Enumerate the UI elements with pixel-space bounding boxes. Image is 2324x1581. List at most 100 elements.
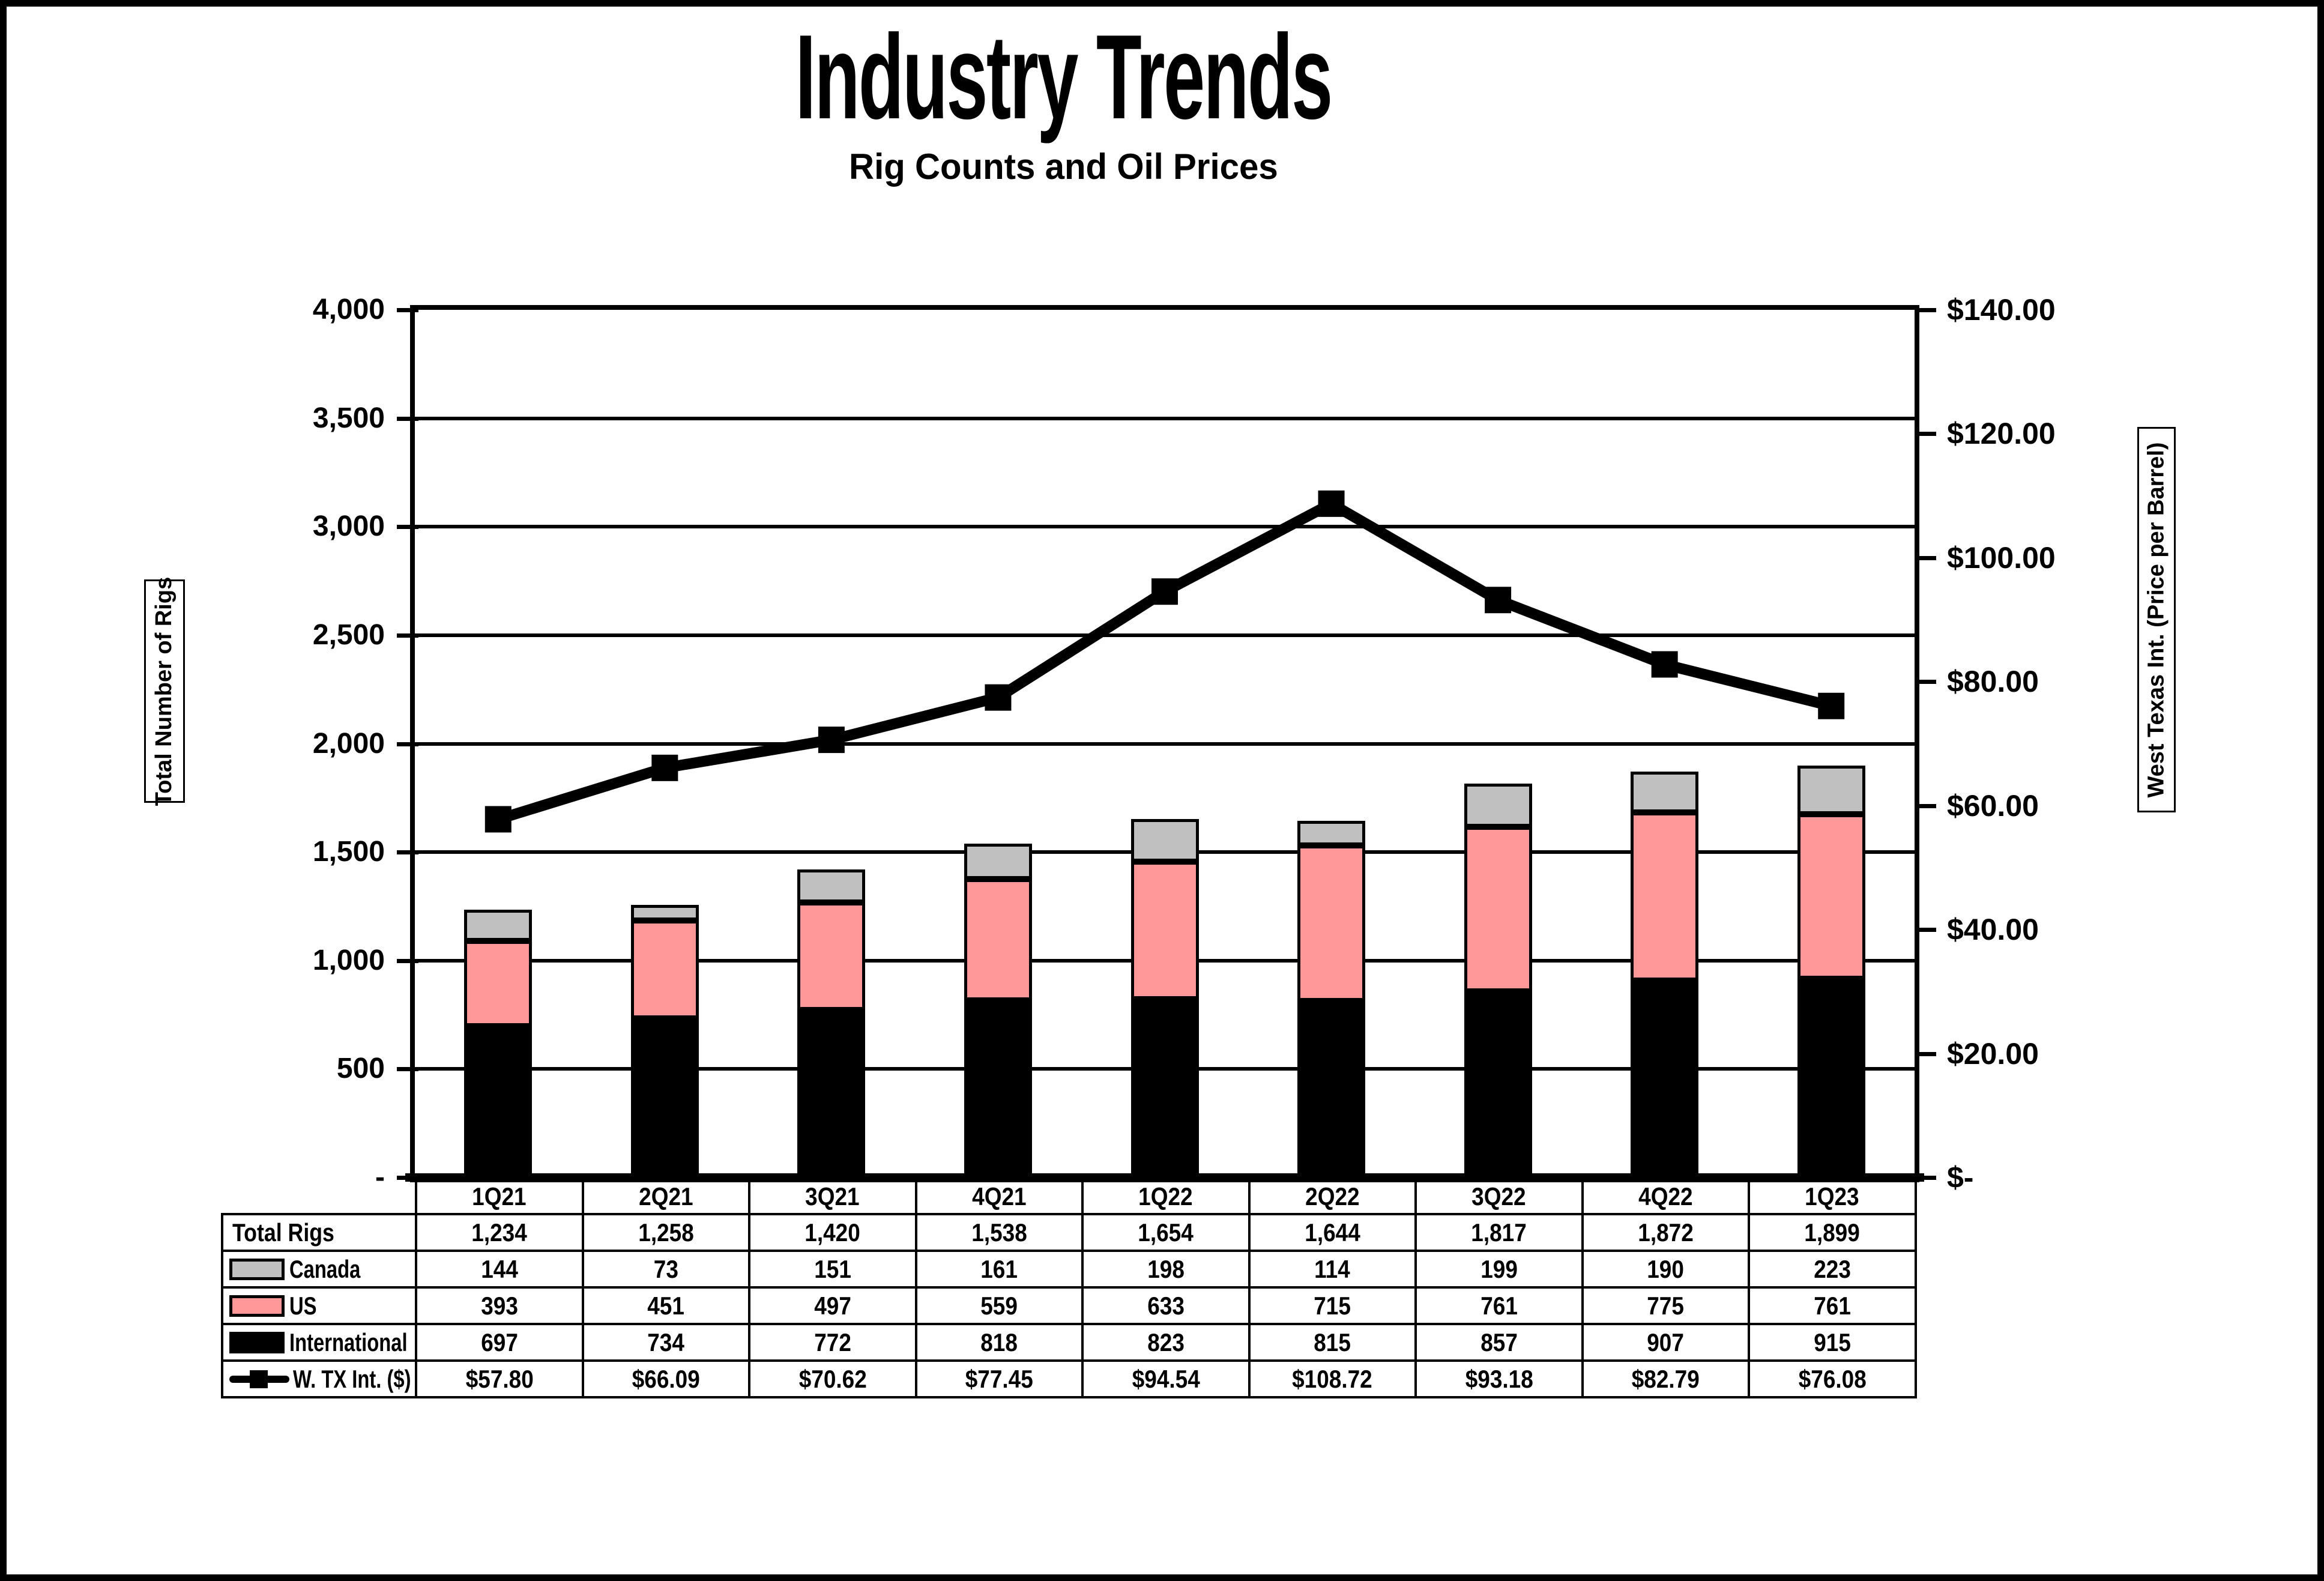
wti-line-series (484, 490, 1845, 833)
bar-international-2Q21 (630, 1018, 699, 1177)
row-label: US (289, 1291, 317, 1320)
table-value-cell: 761 (1414, 1286, 1584, 1325)
table-value: 1,420 (804, 1218, 860, 1247)
right-axis-title-box: West Texas Int. (Price per Barrel) (2137, 427, 2176, 812)
quarter-label: 1Q21 (472, 1182, 527, 1211)
table-value: 915 (1813, 1328, 1851, 1356)
left-axis-title-box: Total Number of Rigs (144, 576, 185, 806)
line-marker-legend-icon (229, 1368, 289, 1390)
table-value: 1,234 (471, 1218, 527, 1247)
page-title: Industry Trends (795, 10, 1333, 144)
left-axis-title: Total Number of Rigs (151, 576, 177, 806)
right-axis-tick-label: $- (1947, 1161, 1974, 1194)
right-axis-tick (1915, 680, 1936, 685)
wti-marker-1Q21 (484, 806, 512, 833)
table-row-total-rigs: Total Rigs 1,234 1,258 1,420 1,538 1,654 1,644… (221, 1213, 1917, 1252)
table-value-cell: 715 (1248, 1286, 1417, 1325)
table-value: $66.09 (632, 1364, 700, 1393)
quarter-label: 4Q21 (972, 1182, 1027, 1211)
wti-marker-4Q22 (1651, 651, 1678, 678)
left-axis-tick-label: 3,500 (312, 402, 385, 434)
table-value: 761 (1813, 1291, 1851, 1320)
table-value-cell: 1,899 (1748, 1213, 1917, 1252)
table-value-cell: 393 (415, 1286, 584, 1325)
quarter-header-cell: 4Q22 (1581, 1177, 1750, 1215)
left-axis-tick-label: 3,000 (312, 510, 385, 543)
us-swatch-icon (229, 1295, 285, 1317)
table-value-cell: 734 (581, 1323, 750, 1362)
quarter-label: 3Q21 (805, 1182, 860, 1211)
quarter-label: 4Q22 (1638, 1182, 1693, 1211)
right-axis-tick (1915, 1051, 1936, 1056)
bar-us-1Q21 (464, 941, 533, 1027)
quarter-label: 2Q22 (1305, 1182, 1360, 1211)
data-table: 1Q21 2Q21 3Q21 4Q21 1Q22 2Q22 3Q22 4Q22 1Q23 Tota… (221, 1177, 1917, 1398)
table-value-cell: 161 (914, 1250, 1084, 1289)
gridline (415, 416, 1915, 420)
bar-us-4Q22 (1631, 812, 1699, 981)
table-value: 451 (647, 1291, 685, 1320)
legend-entry: W. TX Int. ($) (225, 1365, 414, 1394)
subtitle-wrap: Rig Counts and Oil Prices (7, 146, 2120, 187)
table-value-cell: 818 (914, 1323, 1084, 1362)
bar-canada-4Q22 (1631, 771, 1699, 813)
table-value: 497 (813, 1291, 851, 1320)
bar-canada-1Q23 (1797, 766, 1865, 814)
gridline (415, 633, 1915, 637)
table-value-cell: 1,654 (1081, 1213, 1251, 1252)
bar-us-3Q21 (797, 902, 866, 1011)
table-value: $93.18 (1465, 1364, 1533, 1393)
table-value-cell: 451 (581, 1286, 750, 1325)
table-value: 1,654 (1138, 1218, 1194, 1247)
table-value: $108.72 (1292, 1364, 1373, 1393)
bar-canada-3Q22 (1464, 783, 1532, 827)
table-value-cell: 1,538 (914, 1213, 1084, 1252)
table-value-cell: 1,234 (415, 1213, 584, 1252)
left-axis-tick-label: 4,000 (312, 294, 385, 325)
right-axis-tick-label: $120.00 (1947, 417, 2056, 451)
quarter-header-cell: 1Q23 (1748, 1177, 1917, 1215)
left-axis-tick (397, 308, 418, 312)
table-value-cell: 1,258 (581, 1213, 750, 1252)
table-value-cell: 772 (748, 1323, 917, 1362)
table-value: 1,817 (1471, 1218, 1527, 1247)
table-row-international: International 697 734 772 818 823 815 857 907 915 (221, 1323, 1917, 1362)
table-value: $70.62 (798, 1364, 867, 1393)
right-axis-tick-label: $80.00 (1947, 665, 2039, 699)
title-wrap: Industry Trends (7, 17, 2120, 138)
table-value-cell: 190 (1581, 1250, 1750, 1289)
row-header-canada: Canada (221, 1250, 417, 1289)
right-axis-tick (1915, 432, 1936, 437)
table-value: 715 (1314, 1291, 1351, 1320)
table-value: 199 (1480, 1254, 1518, 1283)
table-value: 223 (1813, 1254, 1851, 1283)
table-row-w-tx-int-: W. TX Int. ($) $57.80 $66.09 $70.62 $77.45 $9… (221, 1359, 1917, 1398)
bar-us-1Q23 (1797, 814, 1865, 979)
table-value-cell: 857 (1414, 1323, 1584, 1362)
legend-entry: International (225, 1328, 414, 1357)
table-value-cell: 775 (1581, 1286, 1750, 1325)
left-axis-tick (397, 633, 418, 638)
table-value: $82.79 (1631, 1364, 1700, 1393)
right-axis-tick-label: $40.00 (1947, 913, 2039, 947)
table-value: 393 (480, 1291, 518, 1320)
table-value-cell: $77.45 (914, 1359, 1084, 1398)
gridline (415, 742, 1915, 746)
table-value: $94.54 (1132, 1364, 1200, 1393)
table-value-cell: 761 (1748, 1286, 1917, 1325)
wti-marker-4Q21 (985, 684, 1012, 711)
table-value: 1,538 (971, 1218, 1027, 1247)
table-value-cell: $76.08 (1748, 1359, 1917, 1398)
table-value-cell: $108.72 (1248, 1359, 1417, 1398)
right-axis-tick-label: $60.00 (1947, 788, 2039, 823)
legend-entry: US (225, 1291, 414, 1320)
wti-marker-3Q22 (1485, 587, 1512, 614)
table-value-cell: 915 (1748, 1323, 1917, 1362)
table-value: 144 (480, 1254, 518, 1283)
bar-international-1Q21 (464, 1026, 533, 1177)
gridline (415, 525, 1915, 529)
bar-international-1Q23 (1797, 979, 1865, 1177)
quarter-label: 1Q22 (1138, 1182, 1193, 1211)
quarter-label: 2Q21 (639, 1182, 693, 1211)
page-subtitle: Rig Counts and Oil Prices (848, 147, 1278, 187)
